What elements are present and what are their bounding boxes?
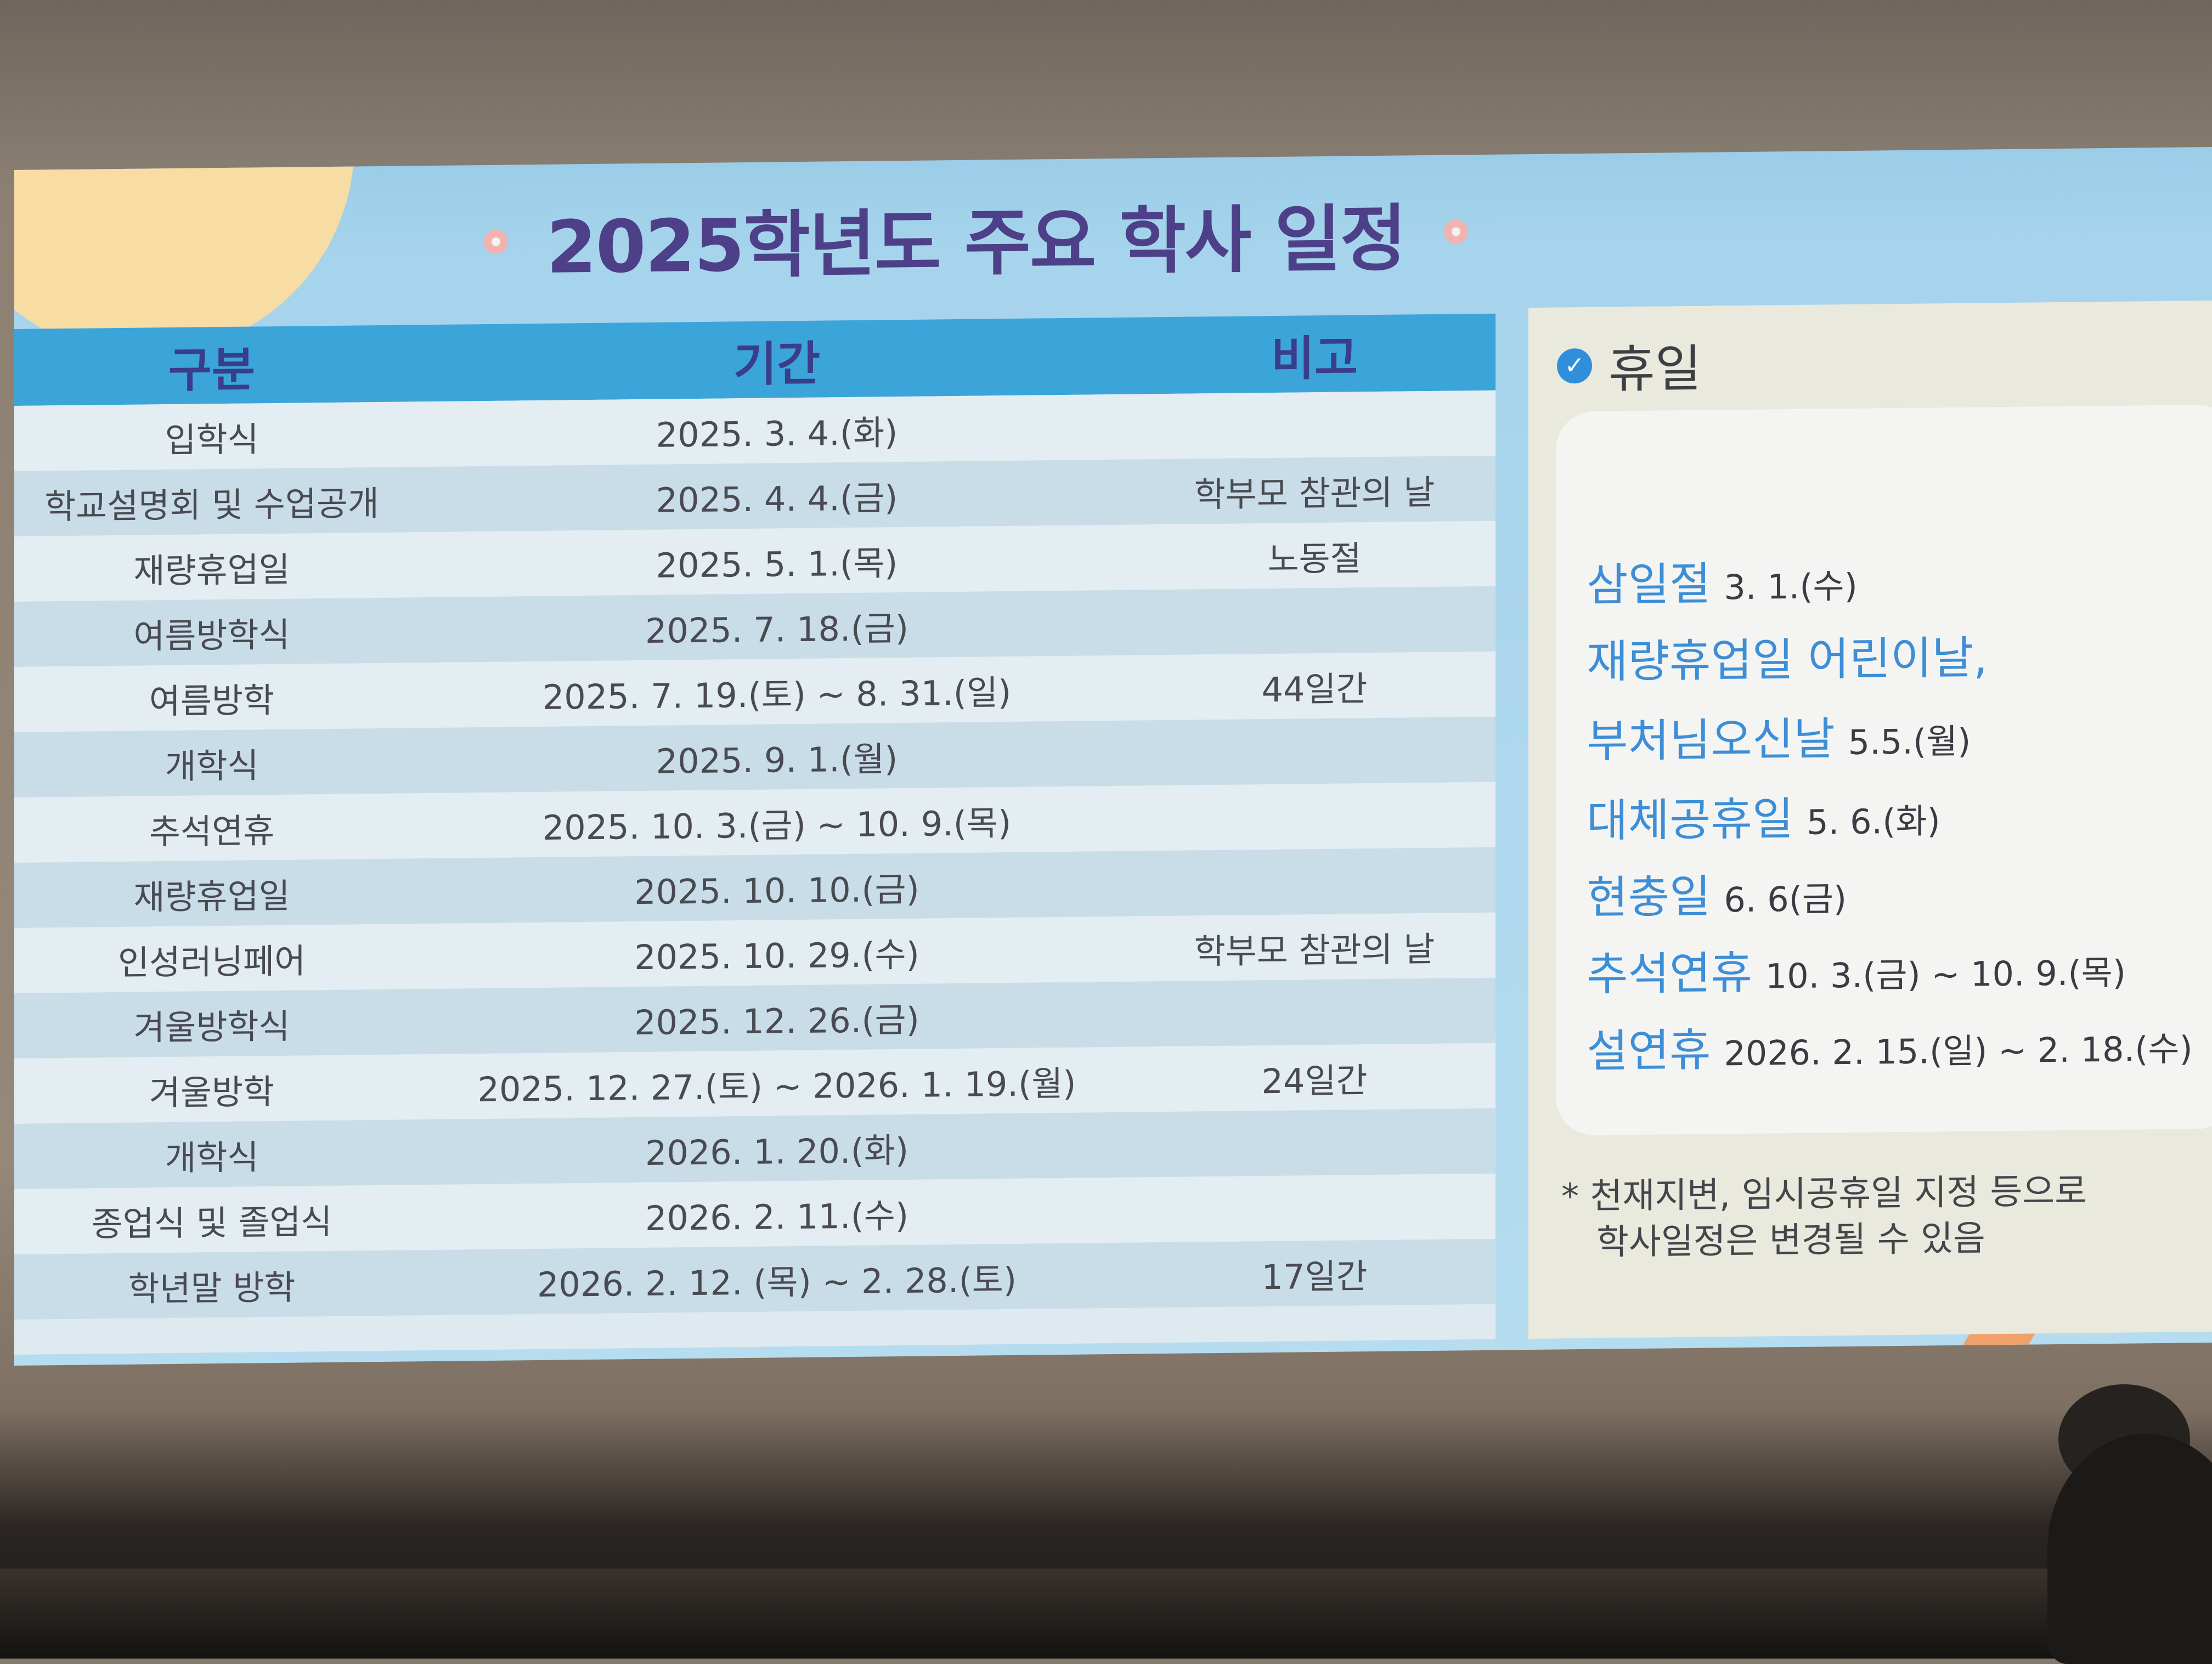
cell-period: 2025. 7. 18.(금)	[645, 608, 909, 651]
cell-period: 2025. 12. 27.(토) ~ 2026. 1. 19.(월)	[477, 1063, 1076, 1110]
holiday-item: 추석연휴 10. 3.(금) ~ 10. 9.(목)	[1587, 932, 2126, 1003]
schedule-change-note: * 천재지변, 임시공휴일 지정 등으로 학사일정은 변경될 수 있음	[1561, 1168, 2087, 1266]
screen-bottom-edge	[0, 1569, 2212, 1659]
cell-category: 겨울방학식	[133, 1006, 290, 1048]
cell-category: 여름방학식	[133, 614, 290, 656]
cell-period: 2025. 10. 10.(금)	[634, 869, 919, 912]
cell-category: 여름방학	[149, 680, 275, 721]
cell-category: 입학식	[165, 418, 259, 460]
cell-note: 17일간	[1261, 1255, 1368, 1297]
cell-category: 종업식 및 졸업식	[91, 1201, 332, 1244]
cell-period: 2026. 2. 11.(수)	[645, 1195, 909, 1238]
header-period: 기간	[733, 336, 821, 392]
note-line: 학사일정은 변경될 수 있음	[1596, 1218, 1985, 1263]
cell-note	[1133, 717, 1496, 786]
cell-period: 2025. 12. 26.(금)	[634, 999, 919, 1043]
cell-period: 2025. 3. 4.(화)	[656, 412, 898, 455]
cell-note: 학부모 참관의 날	[1194, 929, 1435, 971]
cell-note	[1133, 978, 1496, 1047]
holiday-item: 삼일절 3. 1.(수)	[1587, 546, 1858, 614]
holiday-name: 삼일절	[1587, 558, 1711, 612]
cell-period: 2026. 2. 12. (목) ~ 2. 28.(토)	[537, 1259, 1017, 1305]
cell-period: 2025. 5. 1.(목)	[656, 542, 898, 586]
presentation-slide: 2025학년도 주요 학사 일정 구분 기간 비고 입학식 2025. 3. 4.…	[14, 147, 2212, 1366]
holiday-name: 설연휴	[1587, 1024, 1711, 1078]
cell-period: 2025. 7. 19.(토) ~ 8. 31.(일)	[542, 672, 1012, 717]
cell-category: 인성러닝페어	[117, 940, 306, 983]
holiday-item: 설연휴 2026. 2. 15.(일) ~ 2. 18.(수)	[1587, 1008, 2193, 1080]
cell-category: 학년말 방학	[128, 1267, 296, 1309]
cell-category: 추석연휴	[149, 810, 275, 852]
slide-title: 2025학년도 주요 학사 일정	[546, 196, 1406, 290]
cell-note: 44일간	[1261, 668, 1368, 710]
header-category: 구분	[168, 342, 256, 398]
holiday-date: 5. 6.(화)	[1807, 801, 1940, 842]
cell-category: 겨울방학	[149, 1071, 275, 1113]
title-bar: 2025학년도 주요 학사 일정	[14, 171, 2075, 303]
holiday-name: 현충일	[1587, 870, 1711, 924]
cell-note: 24일간	[1261, 1060, 1368, 1101]
holiday-date: 6. 6(금)	[1724, 879, 1847, 920]
cell-category: 재량휴업일	[133, 549, 290, 591]
holiday-name: 부처님오신날	[1587, 713, 1835, 768]
cell-category: 개학식	[165, 745, 259, 786]
cell-note	[1133, 1108, 1496, 1178]
cell-period: 2025. 4. 4.(금)	[656, 477, 898, 520]
holiday-item: 현충일 6. 6(금)	[1587, 858, 1847, 926]
cell-note	[1133, 390, 1496, 460]
holiday-panel: ✓ 휴일 삼일절 3. 1.(수) 재량휴업일 어린이날, 부처님오신날 5.5…	[1528, 300, 2212, 1339]
holiday-date: 10. 3.(금) ~ 10. 9.(목)	[1765, 952, 2126, 997]
table-header: 구분 기간 비고	[14, 313, 1496, 406]
cell-period: 2025. 10. 3.(금) ~ 10. 9.(목)	[542, 802, 1012, 848]
holiday-title: 휴일	[1609, 339, 1702, 399]
cell-period: 2026. 1. 20.(화)	[645, 1130, 909, 1173]
cell-period: 2025. 9. 1.(월)	[656, 738, 898, 782]
cell-category: 개학식	[165, 1136, 259, 1178]
cell-note: 노동절	[1267, 537, 1362, 579]
note-line: * 천재지변, 임시공휴일 지정 등으로	[1561, 1171, 2087, 1218]
cell-note	[1133, 782, 1496, 851]
cell-category: 재량휴업일	[133, 875, 290, 918]
cell-note	[1133, 1174, 1496, 1243]
holiday-item: 부처님오신날 5.5.(월)	[1587, 701, 1971, 770]
holiday-name: 대체공휴일	[1587, 793, 1794, 847]
cell-category: 학교설명회 및 수업공개	[44, 483, 379, 527]
audience-head	[2047, 1434, 2212, 1664]
header-note: 비고	[1271, 330, 1358, 387]
cell-note: 학부모 참관의 날	[1194, 472, 1435, 514]
holiday-card: 삼일절 3. 1.(수) 재량휴업일 어린이날, 부처님오신날 5.5.(월) …	[1556, 404, 2212, 1136]
holiday-item: 재량휴업일 어린이날,	[1587, 621, 2001, 690]
bullet-dot-icon	[1444, 219, 1469, 244]
cell-period: 2025. 10. 29.(수)	[634, 934, 919, 977]
holiday-date: 2026. 2. 15.(일) ~ 2. 18.(수)	[1724, 1028, 2193, 1074]
bullet-dot-icon	[483, 229, 508, 254]
checkmark-icon: ✓	[1557, 348, 1592, 384]
cell-note	[1133, 586, 1496, 655]
holiday-date: 5.5.(월)	[1848, 721, 1971, 762]
holiday-name: 재량휴업일 어린이날,	[1587, 632, 1988, 688]
holiday-date: 3. 1.(수)	[1724, 565, 1858, 608]
holiday-item: 대체공휴일 5. 6.(화)	[1587, 780, 1940, 850]
holiday-header: ✓ 휴일	[1557, 328, 1701, 403]
cell-note	[1133, 847, 1496, 916]
holiday-name: 추석연휴	[1587, 947, 1752, 1001]
schedule-table: 구분 기간 비고 입학식 2025. 3. 4.(화) 학교설명회 및 수업공개 20…	[14, 313, 1496, 1355]
